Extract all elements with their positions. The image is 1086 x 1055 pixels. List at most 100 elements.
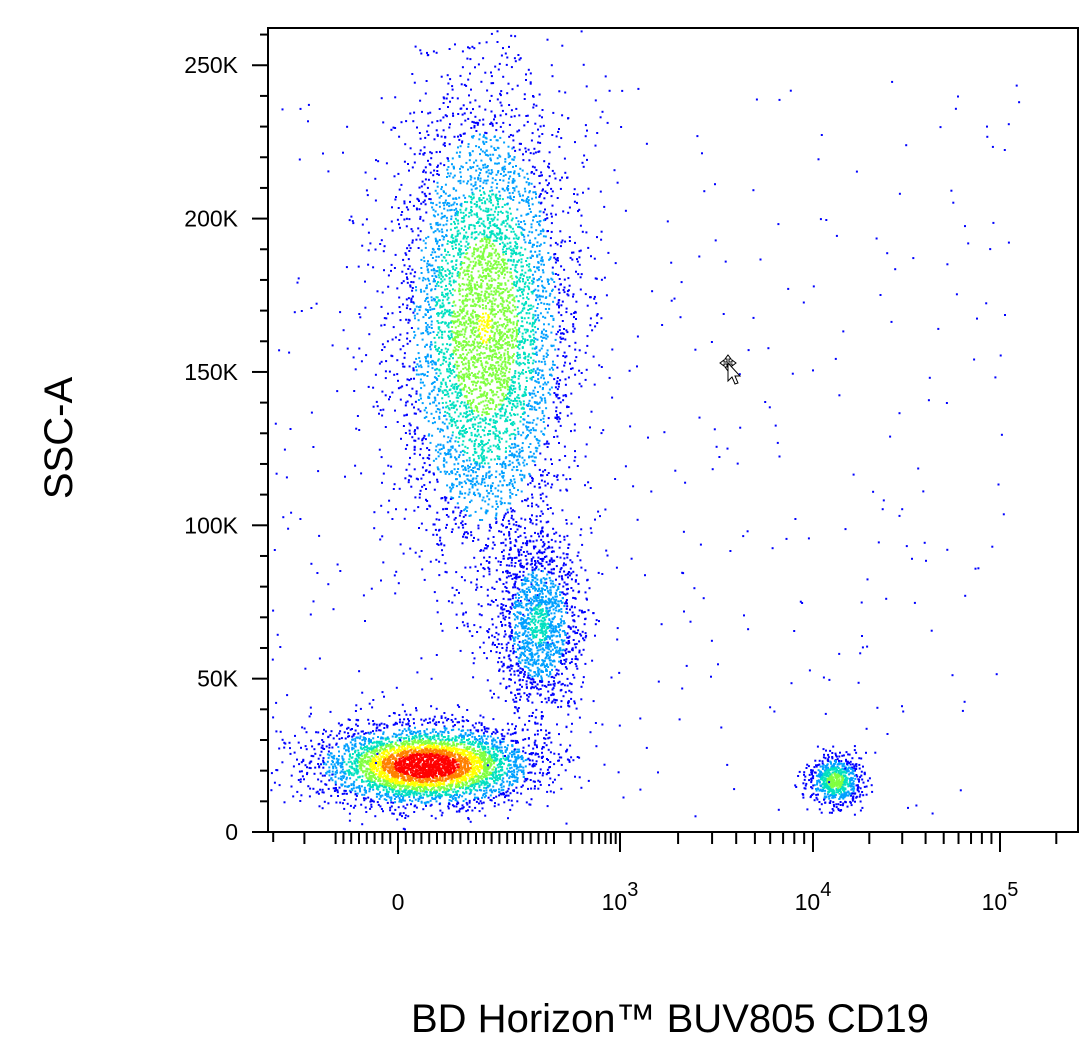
- event-dot: [522, 771, 525, 774]
- event-dot: [402, 794, 405, 797]
- event-dot: [572, 759, 575, 762]
- event-dot: [437, 732, 440, 735]
- event-dot: [478, 770, 481, 773]
- event-dot: [321, 807, 324, 810]
- event-dot: [401, 743, 404, 745]
- event-dot: [451, 713, 454, 716]
- event-dot: [466, 809, 469, 812]
- event-dot: [510, 766, 513, 769]
- event-dot: [401, 721, 404, 724]
- event-dot: [406, 757, 409, 760]
- event-dot: [509, 733, 512, 736]
- event-dot: [407, 786, 410, 789]
- event-dot: [445, 747, 448, 750]
- event-dot: [375, 793, 378, 796]
- event-dot: [338, 737, 341, 740]
- event-dot: [297, 741, 300, 744]
- event-dot: [312, 755, 315, 758]
- event-dot: [370, 778, 373, 781]
- event-dot: [408, 785, 411, 788]
- event-dot: [406, 766, 409, 769]
- event-dot: [450, 768, 453, 771]
- event-dot: [350, 772, 353, 775]
- event-dot: [427, 758, 430, 761]
- event-dot: [391, 518, 394, 520]
- event-dot: [440, 773, 442, 776]
- event-dot: [457, 743, 459, 746]
- event-dot: [437, 760, 440, 763]
- event-dot: [455, 736, 458, 739]
- event-dot: [385, 749, 387, 751]
- event-dot: [469, 773, 472, 776]
- event-dot: [439, 788, 442, 791]
- event-dot: [485, 780, 488, 783]
- event-dot: [439, 779, 442, 782]
- event-dot: [494, 768, 497, 771]
- event-dot: [532, 419, 535, 422]
- event-dot: [486, 762, 489, 765]
- event-dot: [350, 773, 353, 776]
- event-dot: [443, 780, 445, 783]
- event-dot: [452, 281, 455, 284]
- event-dot: [499, 399, 502, 402]
- event-dot: [400, 736, 403, 739]
- event-dot: [467, 215, 470, 218]
- event-dot: [538, 780, 541, 783]
- event-dot: [381, 782, 384, 785]
- event-dot: [537, 755, 540, 758]
- event-dot: [435, 800, 438, 803]
- event-dot: [475, 753, 478, 756]
- event-dot: [406, 754, 409, 757]
- event-dot: [430, 771, 433, 774]
- event-dot: [441, 362, 444, 365]
- event-dot: [427, 112, 430, 115]
- event-dot: [481, 742, 483, 745]
- event-dot: [500, 749, 503, 752]
- event-dot: [433, 734, 436, 737]
- event-dot: [403, 759, 406, 762]
- event-dot: [348, 819, 351, 822]
- event-dot: [476, 164, 479, 167]
- event-dot: [557, 759, 560, 762]
- event-dot: [476, 759, 479, 762]
- event-dot: [442, 759, 445, 762]
- event-dot: [420, 768, 423, 771]
- event-dot: [444, 472, 447, 475]
- event-dot: [469, 785, 472, 788]
- event-dot: [332, 767, 335, 770]
- event-dot: [477, 745, 480, 748]
- event-dot: [419, 778, 422, 781]
- event-dot: [420, 750, 423, 753]
- event-dot: [494, 487, 497, 490]
- event-dot: [375, 778, 377, 780]
- event-dot: [445, 523, 448, 526]
- event-dot: [394, 780, 397, 783]
- event-dot: [376, 768, 378, 771]
- event-dot: [365, 767, 368, 770]
- event-dot: [543, 742, 546, 745]
- event-dot: [391, 780, 394, 783]
- event-dot: [417, 751, 420, 754]
- event-dot: [455, 747, 458, 750]
- event-dot: [500, 783, 503, 786]
- event-dot: [354, 710, 357, 712]
- event-dot: [455, 782, 458, 785]
- event-dot: [412, 772, 414, 775]
- event-dot: [374, 746, 377, 749]
- event-dot: [335, 766, 338, 769]
- event-dot: [485, 476, 488, 479]
- event-dot: [459, 754, 461, 757]
- event-dot: [461, 719, 464, 722]
- event-dot: [408, 728, 411, 731]
- event-dot: [392, 765, 395, 768]
- event-dot: [354, 745, 357, 748]
- event-dot: [468, 413, 471, 416]
- event-dot: [447, 751, 450, 754]
- event-dot: [458, 755, 461, 758]
- event-dot: [413, 747, 416, 750]
- event-dot: [488, 750, 491, 753]
- event-dot: [434, 748, 437, 751]
- event-dot: [513, 296, 516, 299]
- event-dot: [433, 738, 436, 741]
